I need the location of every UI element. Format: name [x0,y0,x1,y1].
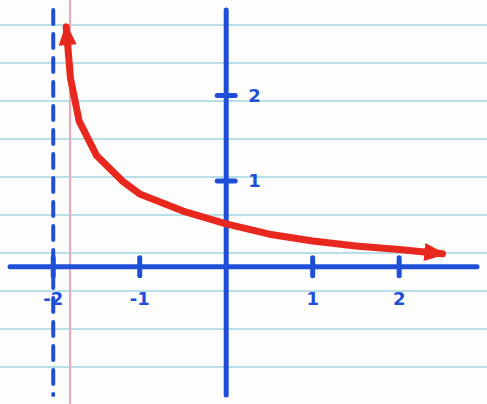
paper [0,0,487,404]
x-tick [397,258,402,276]
x-axis [10,264,477,269]
x-tick [137,258,142,276]
plot-area [59,23,447,261]
paper-rule [0,62,487,64]
asymptote [51,10,55,395]
paper-rule [0,24,487,26]
y-tick-label: 1 [248,170,261,191]
paper-rule [0,366,487,368]
paper-rule [0,328,487,330]
x-tick-label: 2 [393,288,406,309]
curve [66,27,442,254]
x-tick-label: -2 [43,288,63,309]
paper-rule [0,214,487,216]
y-tick [217,179,235,184]
x-tick-label: -1 [130,288,150,309]
chart: -2 -1 1 2 1 2 [0,0,487,404]
arrowhead [59,23,77,46]
paper-rule [0,290,487,292]
x-tick [51,258,56,276]
y-tick-label: 2 [248,85,261,106]
arrowhead [424,243,447,261]
paper-rule [0,138,487,140]
x-tick-label: 1 [306,288,319,309]
x-tick [310,258,315,276]
paper-rule [0,176,487,178]
y-tick [217,93,235,98]
y-axis [224,10,229,395]
